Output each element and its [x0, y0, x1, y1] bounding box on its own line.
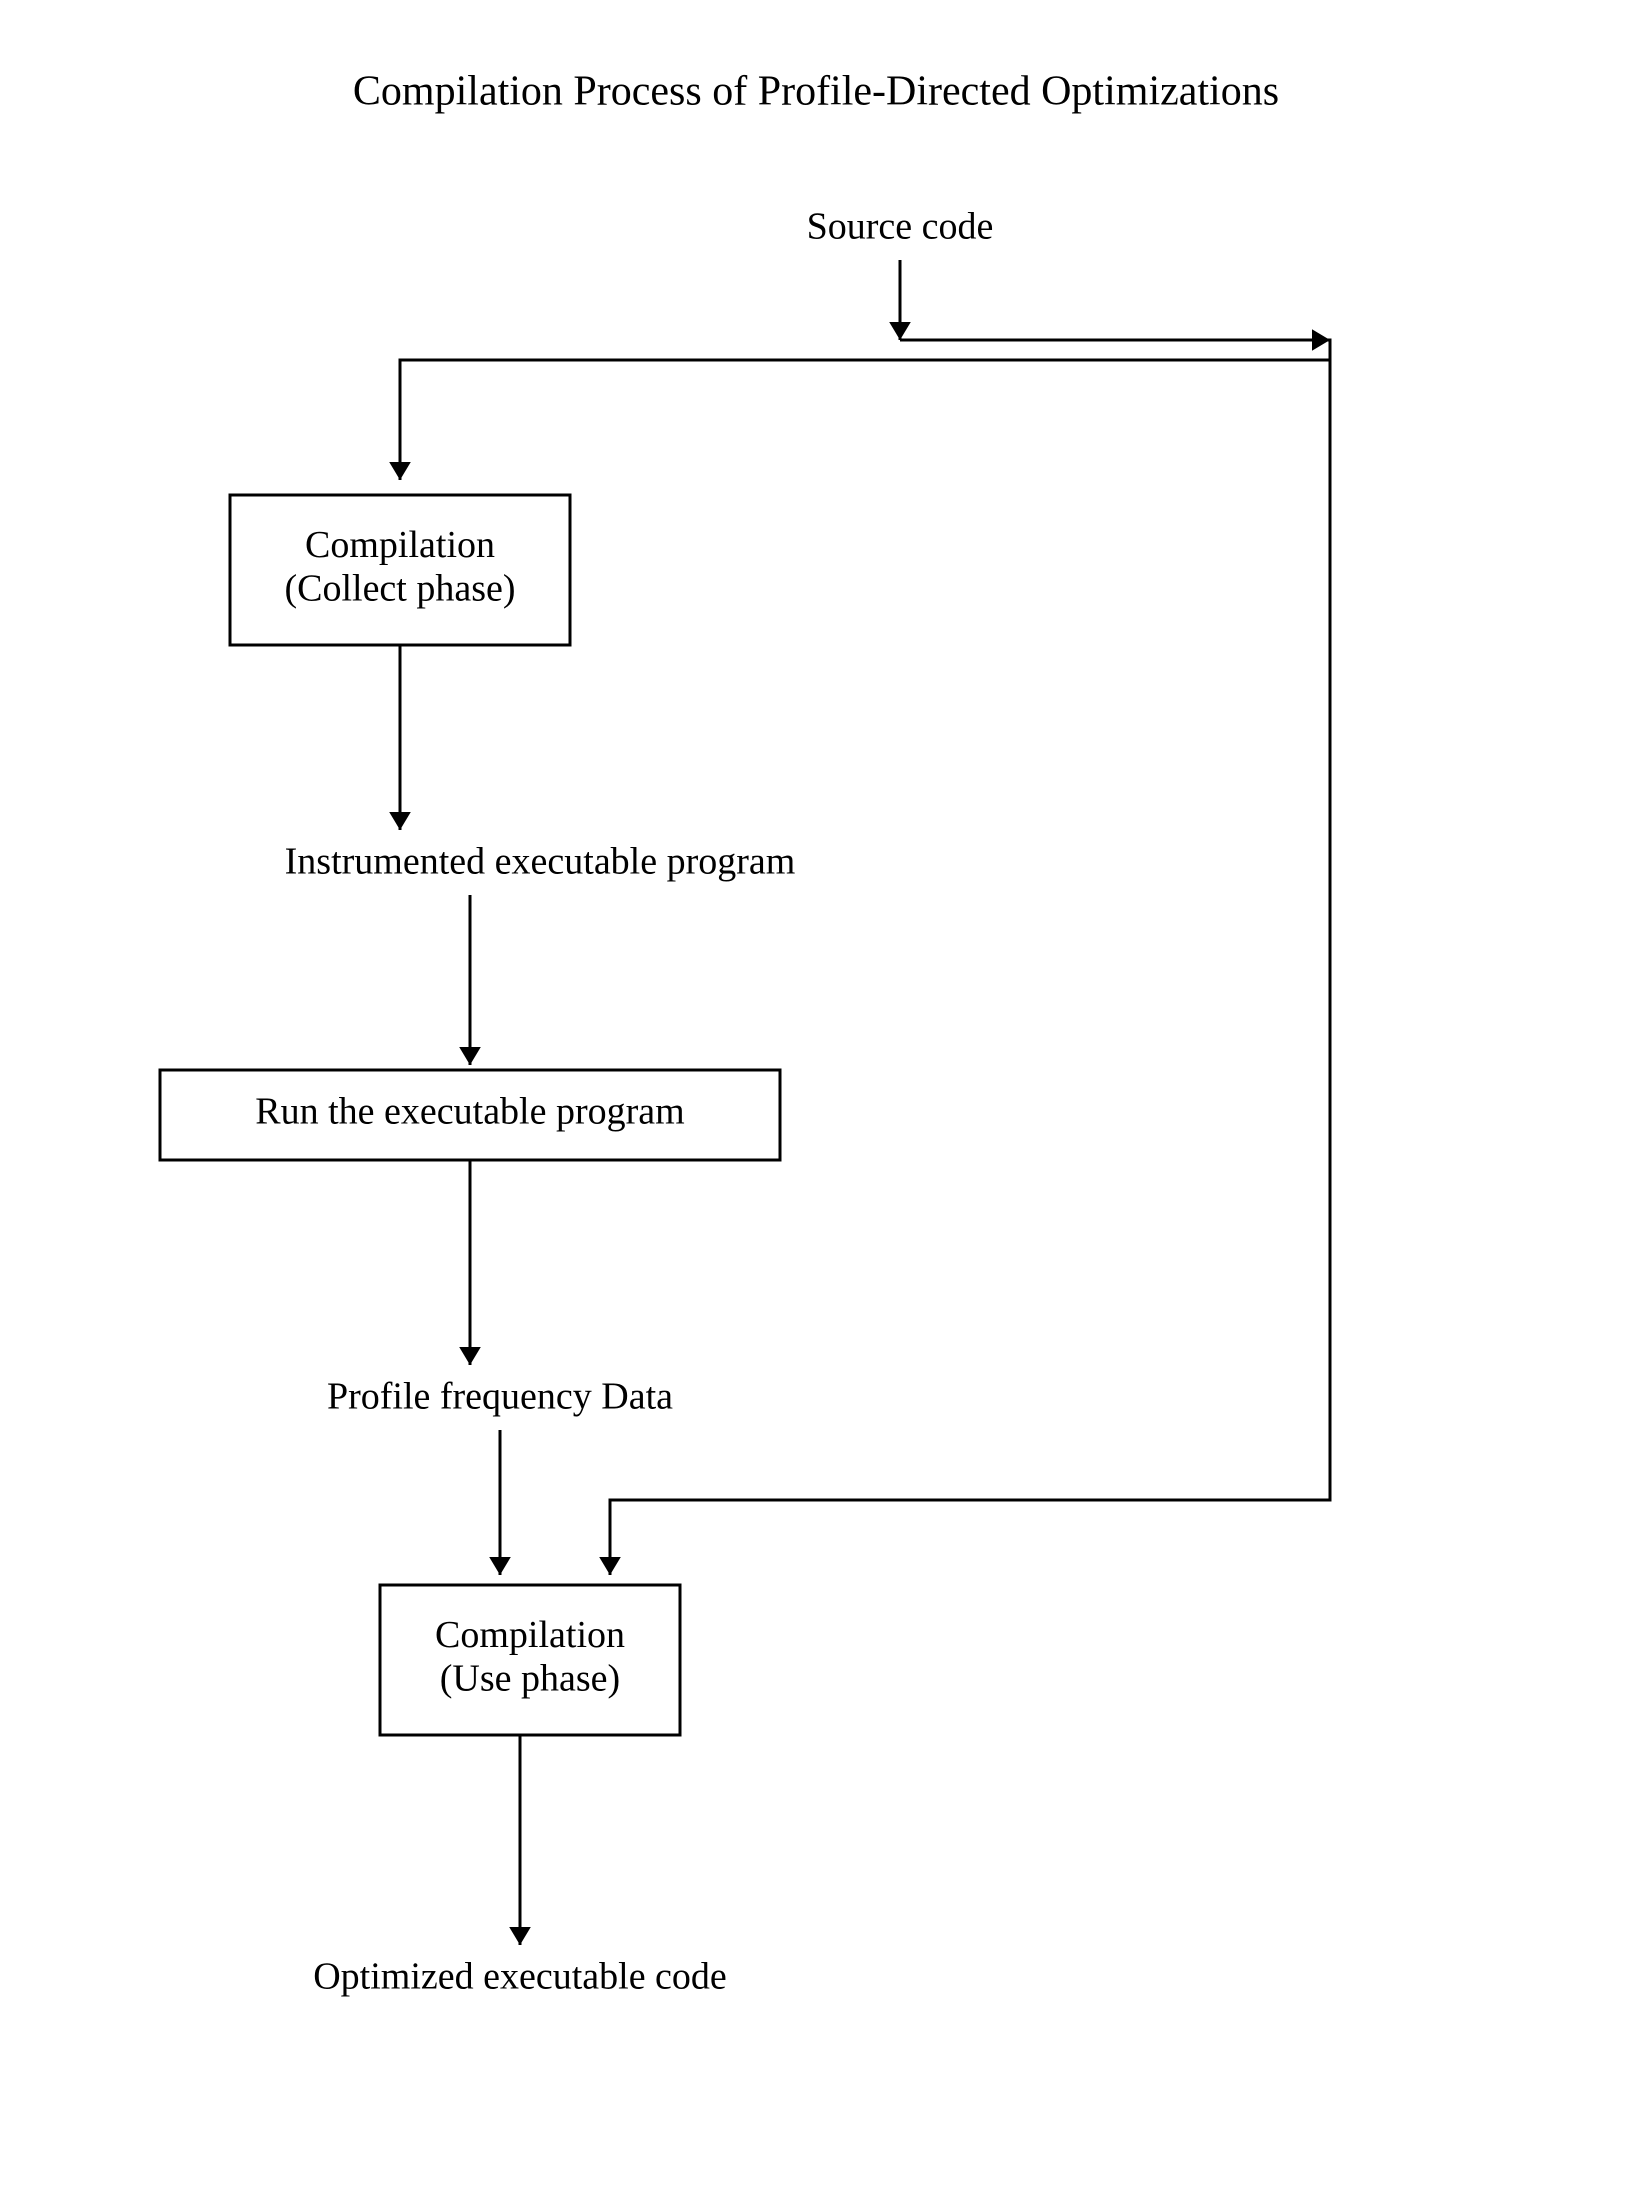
node-compile2-label: (Use phase) [440, 1658, 620, 1700]
node-compile2-label: Compilation [435, 1614, 625, 1656]
node-compile1-label: Compilation [305, 524, 495, 566]
node-optimized-label: Optimized executable code [313, 1956, 727, 1998]
node-profile-label: Profile frequency Data [327, 1376, 673, 1418]
edge-e_source_down [889, 260, 911, 340]
edge-e_branch_left [389, 360, 1330, 480]
node-compile2: Compilation(Use phase) [380, 1585, 680, 1735]
node-instrumented-label: Instrumented executable program [285, 841, 796, 883]
edge-e_instr_run [459, 895, 481, 1065]
node-source-label: Source code [807, 206, 994, 248]
edge-e_compile2_opt [509, 1735, 531, 1945]
edge-e_run_profile [459, 1160, 481, 1365]
node-run: Run the executable program [160, 1070, 780, 1160]
edge-e_branch_right [599, 329, 1330, 1575]
diagram-title: Compilation Process of Profile-Directed … [353, 69, 1279, 115]
flowchart-canvas: Compilation Process of Profile-Directed … [0, 0, 1632, 2192]
edge-e_profile_compile2 [489, 1430, 511, 1575]
node-compile1: Compilation(Collect phase) [230, 495, 570, 645]
node-compile1-label: (Collect phase) [284, 568, 515, 610]
node-run-label: Run the executable program [255, 1091, 684, 1133]
edge-e_compile1_instr [389, 645, 411, 830]
